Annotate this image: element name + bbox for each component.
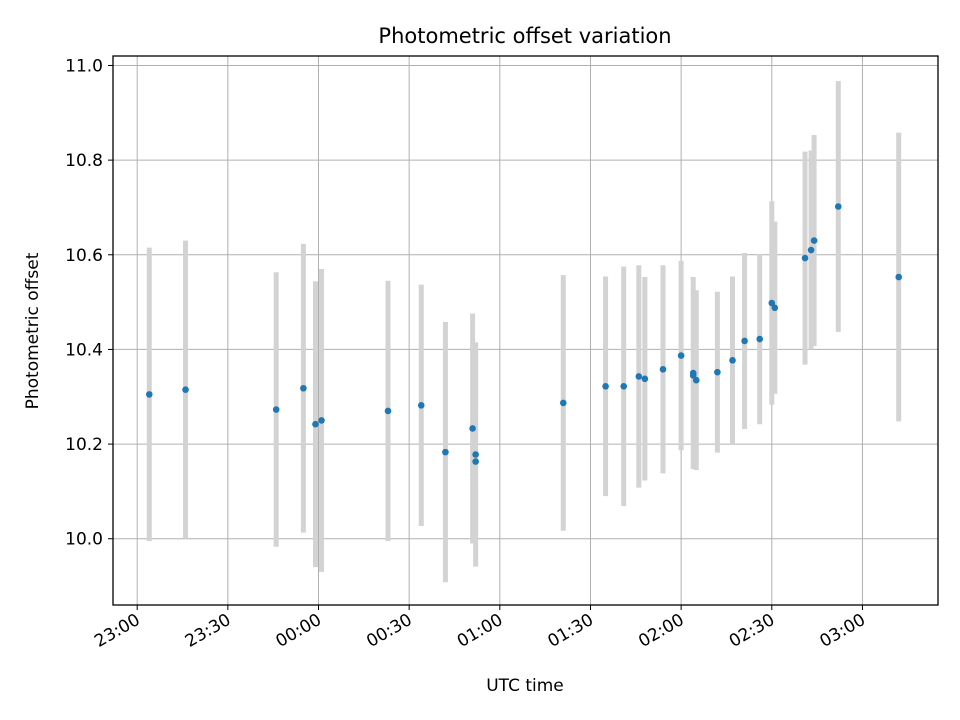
data-point xyxy=(620,383,628,390)
data-point xyxy=(689,372,697,379)
data-point xyxy=(834,203,842,210)
data-point xyxy=(756,335,764,343)
data-point xyxy=(318,417,325,424)
data-point xyxy=(692,376,700,384)
y-axis-label: Photometric offset xyxy=(23,252,43,409)
data-point xyxy=(417,401,425,409)
data-point xyxy=(641,375,649,383)
data-point xyxy=(602,383,609,390)
data-point xyxy=(810,237,818,244)
data-points xyxy=(145,203,903,465)
data-point xyxy=(729,357,736,364)
data-point xyxy=(300,384,307,392)
y-tick-label: 10.8 xyxy=(65,151,103,171)
data-point xyxy=(182,386,189,393)
data-point xyxy=(442,448,449,456)
data-point xyxy=(272,406,280,413)
plot-frame xyxy=(112,55,939,606)
data-point xyxy=(659,366,667,373)
y-tick-label: 10.2 xyxy=(65,435,103,455)
chart-title: Photometric offset variation xyxy=(378,24,671,48)
data-point xyxy=(768,299,776,307)
y-tick-label: 10.6 xyxy=(65,246,103,266)
data-point xyxy=(472,458,479,465)
data-point xyxy=(807,246,815,254)
y-tick-label: 10.4 xyxy=(65,340,103,360)
y-tick-label: 11.0 xyxy=(65,56,103,76)
data-point xyxy=(559,399,567,407)
data-point xyxy=(472,451,479,458)
y-axis-ticks: 10.0 10.2 10.4 10.6 10.8 11.0 xyxy=(65,56,113,550)
data-point xyxy=(801,254,809,262)
data-point xyxy=(635,373,643,380)
x-axis-label: UTC time xyxy=(486,676,564,696)
data-point xyxy=(145,391,153,398)
data-point xyxy=(384,407,392,415)
y-tick-label: 10.0 xyxy=(65,530,103,550)
data-point xyxy=(741,337,748,345)
data-point xyxy=(895,273,903,281)
data-point xyxy=(771,304,779,312)
data-point xyxy=(312,420,319,428)
data-point xyxy=(677,352,685,359)
data-point xyxy=(469,425,476,432)
grid xyxy=(113,56,938,605)
data-point xyxy=(714,368,721,376)
